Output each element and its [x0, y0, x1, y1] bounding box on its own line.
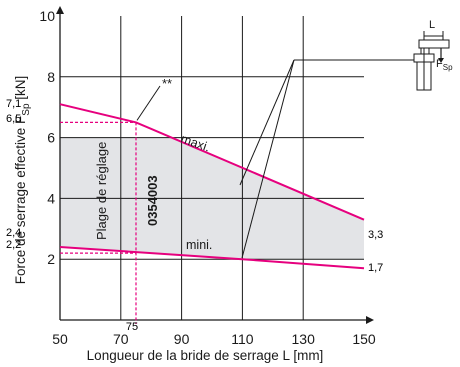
x-tick-50: 50	[52, 331, 68, 347]
inset-F-sub: Sp	[443, 63, 453, 72]
marker-lines	[60, 121, 137, 324]
mini-label: mini.	[186, 238, 212, 252]
x-tick-90: 90	[174, 331, 190, 347]
y-axis-title-unit: [kN]	[13, 76, 28, 104]
x-axis-title: Longueur de la bride de serrage L [mm]	[87, 348, 324, 363]
x-tick-130: 130	[292, 331, 316, 347]
y-axis-title-sub: Sp	[21, 103, 32, 116]
mini-line	[59, 246, 365, 270]
x-tick-110: 110	[231, 331, 254, 347]
adjustment-range-label: Plage de réglage	[94, 142, 109, 240]
callout-to-maxi	[239, 59, 295, 186]
x-tick-70: 70	[113, 331, 129, 347]
left-value-6-5: 6,5	[6, 113, 21, 125]
footnote-pointer	[136, 85, 161, 121]
x-axis-arrow	[366, 316, 374, 324]
part-number-label: 0354003	[145, 175, 160, 226]
x-marker-label-75: 75	[126, 321, 138, 333]
y-axis-title: Force de serrage effective FSp [kN]	[13, 76, 32, 285]
footnote-marker: **	[162, 76, 172, 91]
x-tick-labels: 50 70 90 110 130 150	[52, 331, 376, 347]
left-value-7-1: 7,1	[6, 98, 21, 110]
x-tick-150: 150	[352, 331, 376, 347]
axes	[56, 6, 374, 324]
inset-F-main: F	[436, 58, 443, 70]
y-tick-6: 6	[47, 130, 55, 146]
inset-L-label: L	[429, 19, 435, 31]
grid	[60, 16, 364, 320]
left-value-2-2: 2,2	[6, 239, 21, 251]
inset-F-label: FSp	[436, 58, 453, 72]
pointer-lines	[136, 59, 418, 259]
right-value-1-7: 1,7	[368, 262, 383, 274]
left-value-2-4: 2,4	[6, 227, 21, 239]
right-value-3-3: 3,3	[368, 229, 383, 241]
callout-to-mini	[241, 59, 295, 259]
y-tick-2: 2	[47, 251, 55, 267]
y-tick-8: 8	[47, 69, 55, 85]
y-tick-10: 10	[39, 8, 55, 24]
clamp-icon	[413, 31, 450, 91]
y-axis-title-main: Force de serrage effective F	[13, 116, 28, 285]
y-axis-arrow	[56, 6, 64, 14]
y-tick-labels: 2 4 6 8 10	[39, 8, 55, 267]
y-tick-4: 4	[47, 190, 55, 206]
